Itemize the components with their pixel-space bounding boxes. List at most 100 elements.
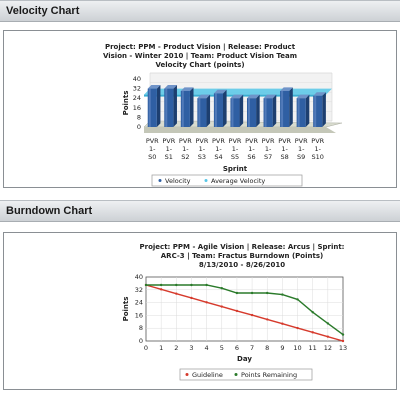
velocity-bar-front	[246, 98, 257, 127]
velocity-x-tick-label: PVR	[212, 137, 225, 145]
velocity-bar-side	[305, 94, 310, 127]
velocity-bar-top	[197, 94, 211, 99]
velocity-bar-side	[289, 87, 293, 127]
velocity-bar-top	[313, 92, 326, 96]
burndown-y-tick-label: 40	[135, 273, 143, 281]
velocity-bar	[246, 94, 260, 127]
velocity-bar-side	[272, 94, 277, 127]
guideline-point	[190, 296, 193, 300]
points-remaining-point	[250, 291, 254, 295]
guideline-legend-marker	[185, 373, 189, 376]
velocity-panel: Project: PPM - Product Vision | Release:…	[3, 30, 397, 188]
points-remaining-point	[326, 322, 330, 325]
velocity-legend-marker	[158, 179, 162, 182]
velocity-x-tick-label: PVR	[195, 137, 208, 145]
velocity-bar-top	[296, 94, 310, 99]
velocity-bar-top	[147, 85, 161, 89]
velocity-x-tick-label: S10	[312, 153, 324, 161]
points-remaining-point	[235, 291, 239, 295]
velocity-bar-front	[213, 93, 224, 127]
velocity-bar-side	[256, 94, 260, 127]
velocity-y-tick-label: 8	[137, 113, 141, 121]
guideline-point	[175, 292, 178, 295]
burndown-x-tick-label: 12	[324, 344, 332, 352]
guideline-point	[311, 331, 314, 334]
velocity-bar-highlight	[231, 98, 234, 127]
velocity-bar-side	[189, 87, 194, 127]
burndown-panel: Project: PPM - Agile Vision | Release: A…	[3, 232, 397, 390]
burndown-x-tick-label: 2	[174, 344, 178, 352]
velocity-bar-highlight	[181, 91, 184, 127]
velocity-bar-front	[230, 98, 240, 127]
velocity-bar-top	[246, 94, 260, 99]
guideline-point	[235, 309, 239, 313]
velocity-chart: Project: PPM - Product Vision | Release:…	[103, 43, 343, 187]
velocity-x-tick-label: 1-	[149, 145, 156, 153]
points-remaining-point	[281, 293, 284, 296]
points-remaining-point	[341, 333, 345, 336]
burndown-x-tick-label: 4	[205, 344, 209, 352]
velocity-bar-highlight	[148, 88, 151, 127]
points-remaining-point	[144, 283, 148, 287]
burndown-y-tick-label: 16	[135, 311, 143, 319]
velocity-x-tick-label: PVR	[162, 137, 175, 145]
velocity-x-tick-label: PVR	[179, 137, 192, 145]
velocity-section-header: Velocity Chart	[0, 0, 400, 22]
velocity-bar-front	[296, 98, 306, 127]
velocity-floor-edge	[144, 127, 336, 133]
burndown-chart-title-line: ARC-3 | Team: Fractus Burndown (Points)	[161, 252, 323, 261]
velocity-bar-side	[156, 85, 161, 127]
velocity-y-tick-label: 0	[137, 123, 141, 131]
guideline-point	[326, 335, 330, 338]
guideline-line	[145, 284, 344, 342]
guideline-point	[205, 301, 208, 304]
velocity-x-tick-label: S5	[231, 153, 239, 161]
velocity-x-axis-label: Sprint	[223, 165, 248, 173]
points-remaining-point	[175, 283, 178, 287]
points-remaining-point	[296, 298, 299, 301]
velocity-bar-highlight	[214, 93, 217, 127]
velocity-x-tick-label: S1	[165, 153, 173, 161]
burndown-chart-title-line: Project: PPM - Agile Vision | Release: A…	[140, 243, 345, 252]
velocity-bar	[313, 92, 326, 127]
guideline-point	[159, 288, 163, 291]
points-remaining-point	[205, 283, 208, 287]
velocity-bar-top	[180, 87, 194, 91]
velocity-bar-highlight	[264, 98, 267, 127]
burndown-chart: Project: PPM - Agile Vision | Release: A…	[122, 243, 347, 381]
burndown-x-tick-label: 10	[293, 344, 301, 352]
velocity-section-title: Velocity Chart	[6, 5, 80, 17]
velocity-y-tick-label: 40	[133, 75, 141, 83]
burndown-section-title: Burndown Chart	[6, 205, 93, 217]
points-remaining-point	[190, 283, 193, 287]
velocity-bar-front	[197, 98, 207, 127]
velocity-bar-front	[180, 91, 190, 127]
velocity-bar	[296, 94, 310, 127]
velocity-bar	[197, 94, 211, 127]
velocity-x-tick-label: 1-	[281, 145, 288, 153]
velocity-bar-side	[239, 94, 244, 127]
burndown-x-tick-label: 1	[159, 344, 163, 352]
guideline-point	[281, 322, 284, 325]
velocity-x-tick-label: S8	[281, 153, 289, 161]
burndown-plot-area	[145, 276, 344, 342]
velocity-x-tick-label: S2	[181, 153, 189, 161]
burndown-legend: Guideline Points Remaining	[179, 368, 313, 381]
velocity-bar-front	[164, 88, 174, 127]
guideline-point	[220, 305, 223, 308]
points-remaining-legend-marker	[234, 373, 238, 376]
velocity-legend-label: Velocity	[165, 177, 191, 185]
average-velocity-legend-marker	[204, 179, 208, 182]
velocity-chart-title-line: Project: PPM - Product Vision | Release:…	[105, 43, 296, 52]
velocity-bar-top	[280, 87, 293, 91]
velocity-bar-side	[173, 85, 177, 127]
velocity-bar-top	[213, 89, 227, 94]
points-remaining-point	[159, 283, 163, 287]
velocity-bar-front	[313, 95, 323, 127]
points-remaining-line	[146, 284, 344, 336]
velocity-x-tick-label: 1-	[182, 145, 189, 153]
points-remaining-point	[266, 291, 269, 295]
velocity-bar	[263, 94, 277, 127]
velocity-x-tick-label: PVR	[295, 137, 308, 145]
burndown-x-tick-label: 5	[220, 344, 224, 352]
